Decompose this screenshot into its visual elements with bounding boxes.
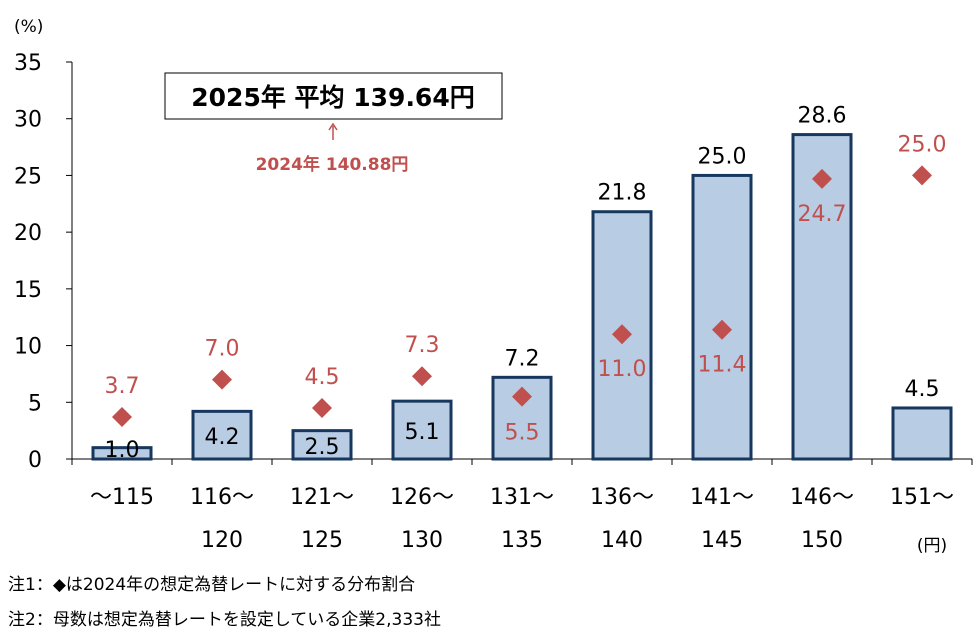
marker-label: 24.7 (798, 202, 847, 227)
x-tick-label: 131～ (490, 485, 554, 510)
y-tick-label: 20 (14, 221, 42, 246)
bar-label: 25.0 (698, 144, 747, 169)
y-tick-label: 5 (28, 391, 42, 416)
bar (91, 446, 153, 461)
diamond-marker (312, 397, 332, 418)
y-tick-label: 25 (14, 164, 42, 189)
diamond-marker (812, 168, 832, 189)
x-tick-label: 140 (601, 528, 643, 553)
marker-label: 11.4 (698, 353, 747, 378)
x-tick-label: 135 (501, 528, 543, 553)
diamond-marker (712, 319, 732, 340)
x-tick-label: 151～ (890, 485, 954, 510)
bar-label: 7.2 (505, 346, 540, 371)
x-tick-label: 120 (201, 528, 243, 553)
x-axis-unit: (円) (917, 536, 947, 556)
bar (691, 173, 753, 461)
labels: 1.0 4.2 2.5 5.1 7.2 21.8 25.0 28.6 4.5 3.7 7.0 4.5 7… (105, 104, 947, 463)
marker-label: 25.0 (898, 132, 947, 157)
bar-label: 1.0 (105, 438, 140, 463)
annotation-arrow-head (328, 122, 338, 131)
diamond-marker (912, 165, 932, 186)
x-tick-label: 125 (301, 528, 343, 553)
x-tick-label: 145 (701, 528, 743, 553)
y-axis-unit: (%) (14, 17, 43, 37)
marker-label: 5.5 (505, 421, 540, 446)
bar (391, 399, 453, 461)
diamond-marker (212, 369, 232, 390)
marker-label: 3.7 (105, 374, 140, 399)
y-tick-label: 0 (28, 448, 42, 473)
markers (112, 165, 932, 428)
bar-label: 4.5 (905, 377, 940, 402)
x-tick-label: 136～ (590, 485, 654, 510)
x-tick-label: ～115 (90, 485, 154, 510)
note-1: 注1：◆は2024年の想定為替レートに対する分布割合 (8, 575, 416, 595)
x-tick-label: 130 (401, 528, 443, 553)
bar-label: 28.6 (798, 104, 847, 129)
bars (91, 133, 953, 461)
diamond-marker (612, 324, 632, 345)
marker-label: 7.0 (205, 337, 240, 362)
annotation-box-text: 2025年 平均 139.64円 (191, 83, 474, 112)
y-tick-label: 10 (14, 335, 42, 360)
annotation-prev-text: 2024年 140.88円 (256, 154, 409, 175)
bar-label: 4.2 (205, 425, 240, 450)
marker-label: 11.0 (598, 357, 647, 382)
x-tick-label: 146～ (790, 485, 854, 510)
marker-label: 4.5 (305, 365, 340, 390)
y-tick-label: 15 (14, 278, 42, 303)
note-2: 注2：母数は想定為替レートを設定している企業2,333社 (8, 610, 441, 630)
bar (291, 429, 353, 461)
axes: 0 5 10 15 20 25 30 35 (%) ～115 116～ 120 121～ 125 126～ 1… (14, 17, 973, 556)
bar-label: 2.5 (305, 435, 340, 460)
diamond-marker (412, 366, 432, 387)
y-tick-label: 30 (14, 108, 42, 133)
x-tick-label: 150 (801, 528, 843, 553)
x-tick-label: 126～ (390, 485, 454, 510)
bar-label: 5.1 (405, 420, 440, 445)
bar (891, 406, 953, 461)
marker-label: 7.3 (405, 333, 440, 358)
x-tick-label: 121～ (290, 485, 354, 510)
diamond-marker (112, 407, 132, 428)
bar (191, 409, 253, 461)
y-tick-label: 35 (14, 51, 42, 76)
diamond-marker (512, 386, 532, 407)
x-tick-label: 141～ (690, 485, 754, 510)
annotation-box (164, 72, 503, 120)
annotation: 2025年 平均 139.64円 2024年 140.88円 (164, 72, 503, 175)
x-tick-label: 116～ (190, 485, 254, 510)
bar-label: 21.8 (598, 181, 647, 206)
